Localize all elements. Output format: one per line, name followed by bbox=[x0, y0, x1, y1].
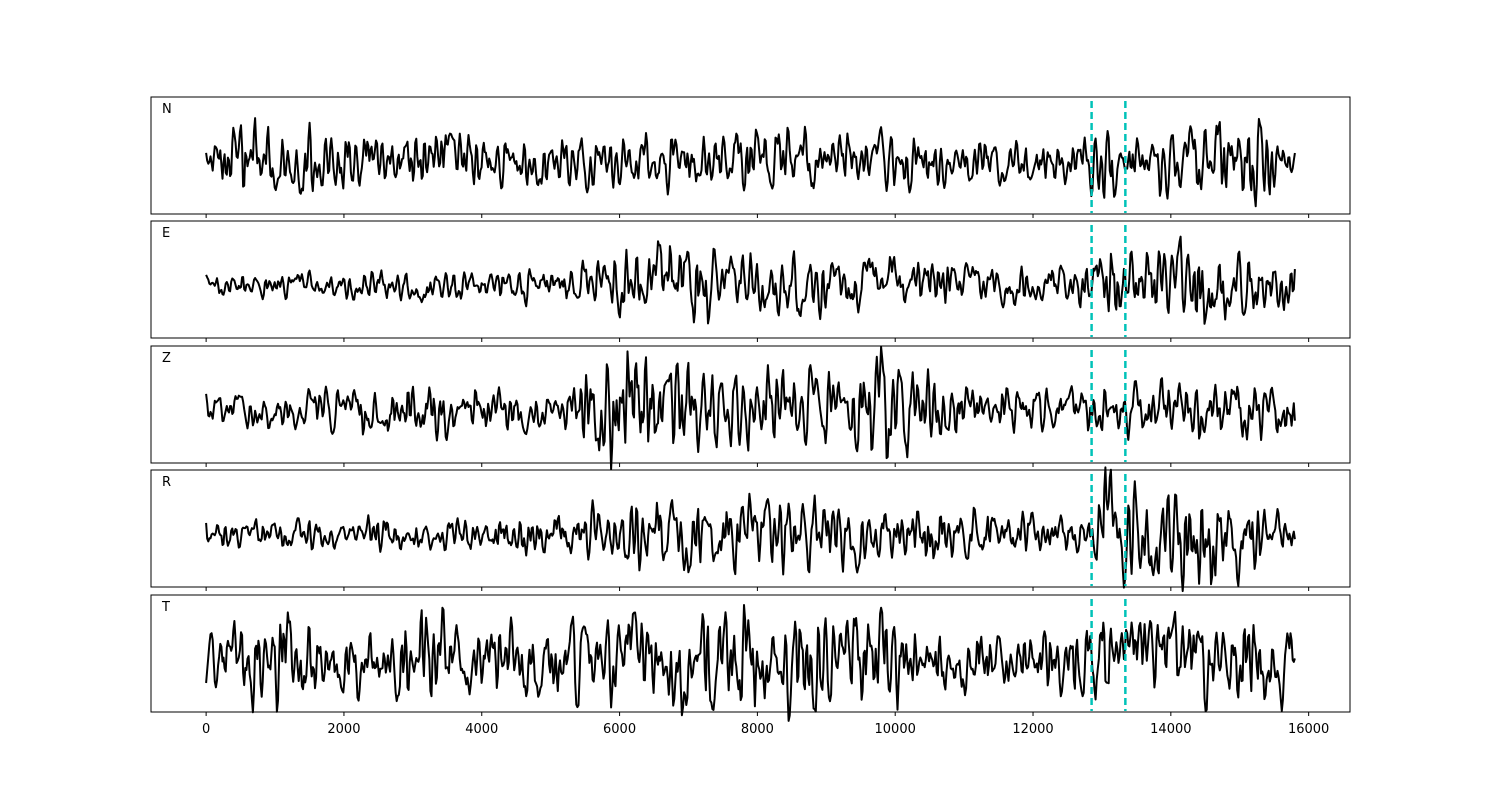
trace-r bbox=[205, 466, 1296, 593]
x-tick-label: 6000 bbox=[603, 722, 636, 737]
x-tick-label: 14000 bbox=[1150, 722, 1191, 737]
x-tick-label: 0 bbox=[202, 722, 210, 737]
trace-e bbox=[205, 235, 1296, 325]
panel-t: T bbox=[150, 594, 1351, 722]
trace-n bbox=[205, 117, 1296, 208]
x-tick-label: 16000 bbox=[1288, 722, 1329, 737]
panel-r: R bbox=[150, 466, 1351, 593]
panel-label: E bbox=[162, 226, 170, 241]
panel-frame bbox=[150, 220, 1351, 339]
panel-z: Z bbox=[150, 345, 1351, 471]
x-axis: 0 2000 4000 6000 8000 10000 12000 14000 16000 bbox=[202, 722, 1329, 737]
panels-group: N E Z R T bbox=[150, 96, 1351, 722]
panel-label: R bbox=[162, 475, 171, 490]
trace-t bbox=[205, 604, 1296, 722]
panel-frame bbox=[150, 594, 1351, 713]
panel-n: N bbox=[150, 96, 1351, 218]
x-tick-label: 10000 bbox=[875, 722, 916, 737]
panel-frame bbox=[150, 469, 1351, 588]
x-tick-label: 8000 bbox=[741, 722, 774, 737]
panel-label: Z bbox=[162, 351, 171, 366]
x-tick-label: 2000 bbox=[327, 722, 360, 737]
panel-frame bbox=[150, 345, 1351, 464]
x-tick-label: 4000 bbox=[465, 722, 498, 737]
panel-frame bbox=[150, 96, 1351, 215]
panel-label: N bbox=[162, 102, 172, 117]
panel-label: T bbox=[161, 600, 170, 615]
panel-e: E bbox=[150, 220, 1351, 342]
x-tick-label: 12000 bbox=[1012, 722, 1053, 737]
trace-z bbox=[205, 345, 1296, 471]
